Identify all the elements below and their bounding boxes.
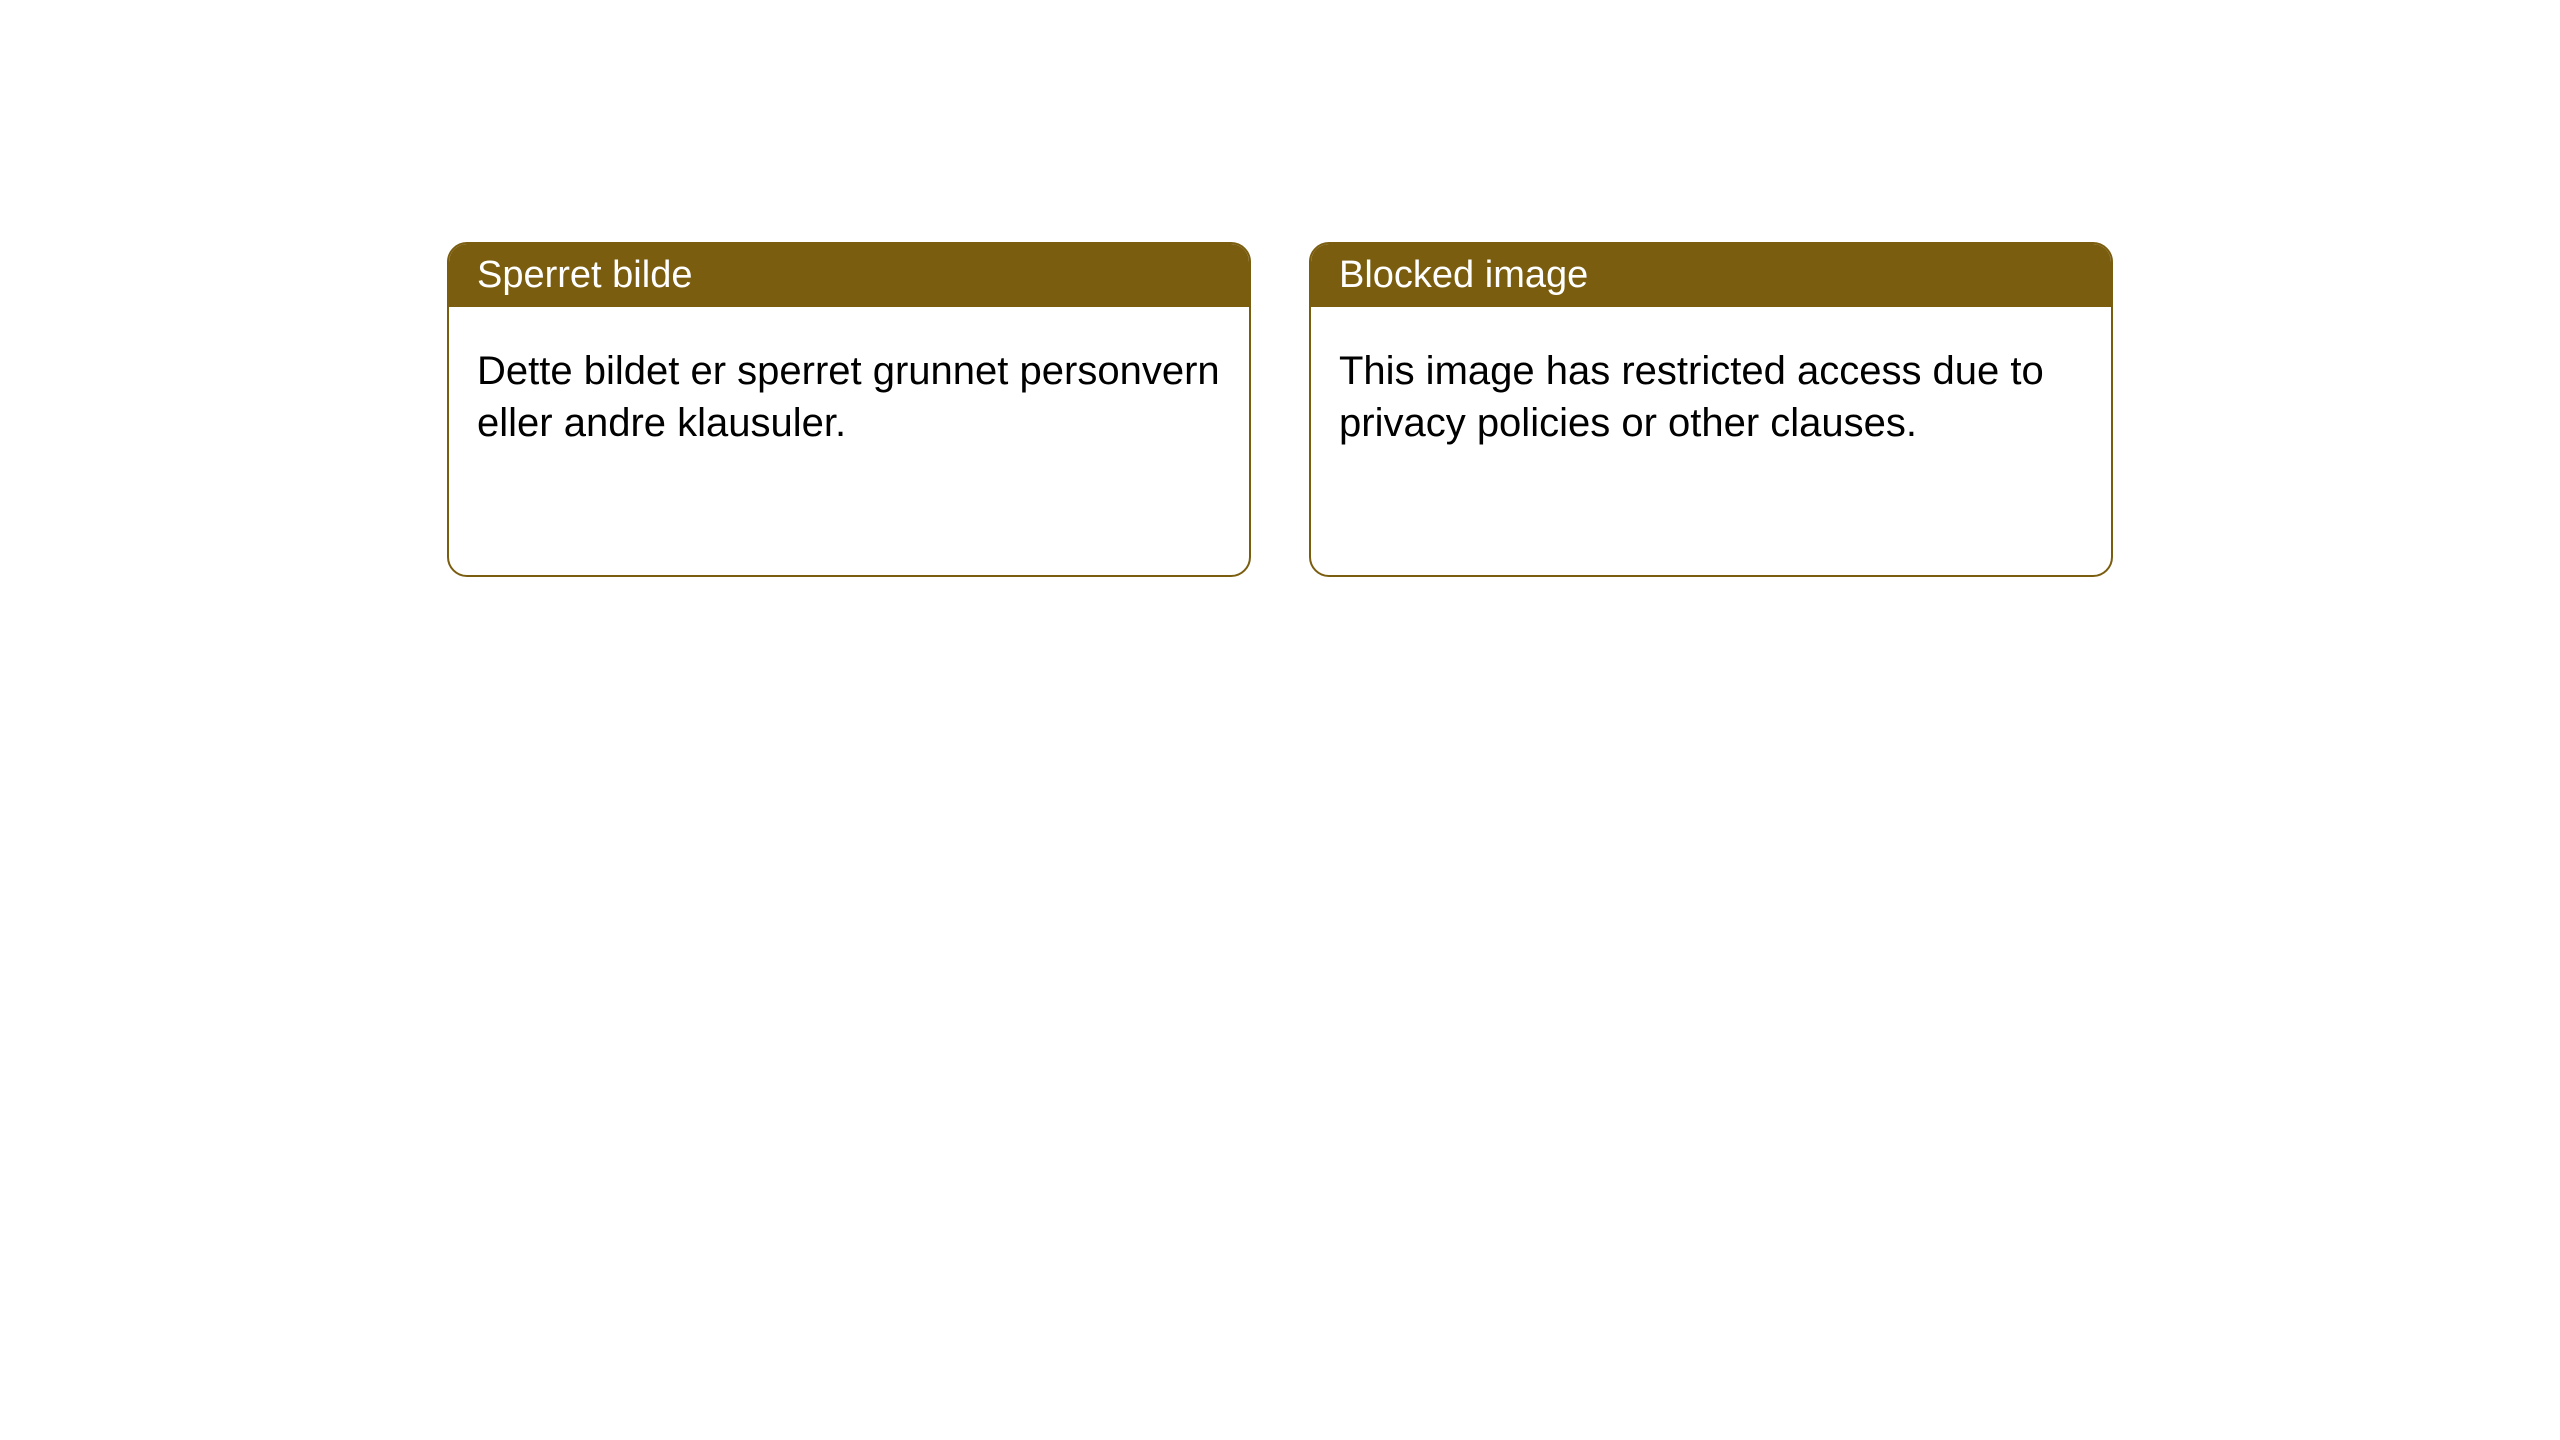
cards-container: Sperret bilde Dette bildet er sperret gr… [0, 0, 2560, 577]
card-body-text: Dette bildet er sperret grunnet personve… [477, 349, 1220, 445]
card-header: Blocked image [1311, 244, 2111, 307]
card-title: Sperret bilde [477, 254, 692, 296]
blocked-image-card-english: Blocked image This image has restricted … [1309, 242, 2113, 577]
card-header: Sperret bilde [449, 244, 1249, 307]
card-body: This image has restricted access due to … [1311, 307, 2111, 487]
card-title: Blocked image [1339, 254, 1588, 296]
blocked-image-card-norwegian: Sperret bilde Dette bildet er sperret gr… [447, 242, 1251, 577]
card-body-text: This image has restricted access due to … [1339, 349, 2044, 445]
card-body: Dette bildet er sperret grunnet personve… [449, 307, 1249, 487]
